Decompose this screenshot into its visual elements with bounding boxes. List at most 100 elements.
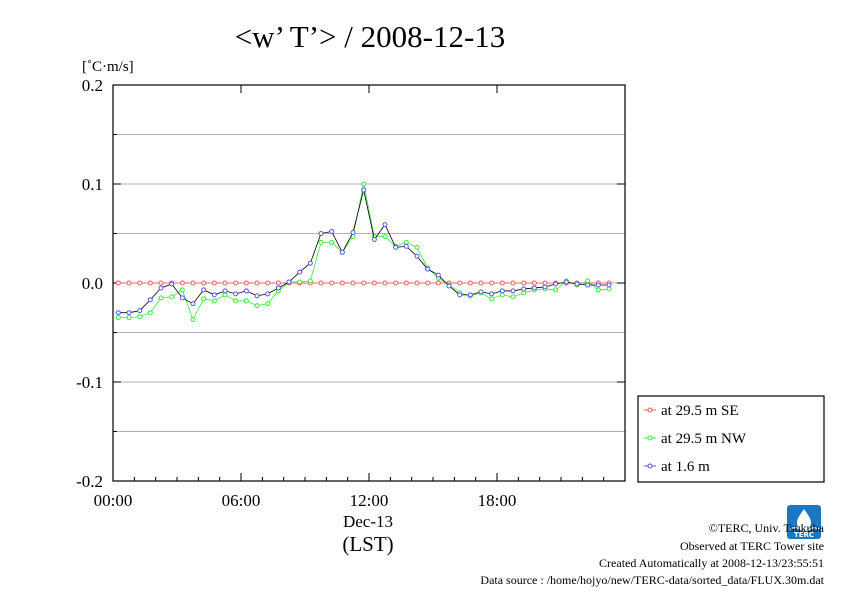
data-point	[222, 280, 228, 286]
data-point	[179, 280, 185, 286]
legend-swatch-marker	[647, 435, 653, 441]
legend-entry-label: at 29.5 m NW	[661, 431, 747, 447]
y-tick-label: 0.1	[82, 175, 103, 194]
data-point	[393, 244, 399, 250]
data-point	[286, 279, 292, 285]
data-point	[478, 280, 484, 286]
data-point	[499, 288, 505, 294]
data-point	[265, 291, 271, 297]
x-ticks: 00:00 06:00 12:00 18:00	[94, 85, 605, 510]
data-point	[510, 294, 516, 300]
data-point	[542, 284, 548, 290]
data-point	[361, 181, 367, 187]
y-tick-label: -0.1	[76, 373, 103, 392]
data-point	[126, 280, 132, 286]
data-point	[585, 278, 591, 284]
data-point	[126, 310, 132, 316]
series-1	[115, 280, 612, 286]
data-point	[115, 280, 121, 286]
data-point	[318, 231, 324, 236]
legend-swatch-marker	[647, 463, 653, 469]
data-point	[307, 260, 313, 266]
data-point	[329, 229, 335, 235]
data-point	[275, 285, 281, 291]
data-point	[382, 280, 388, 286]
data-point	[457, 280, 463, 286]
data-point	[467, 292, 473, 298]
data-point	[531, 280, 537, 286]
terc-logo: TERC	[786, 504, 822, 540]
data-point	[489, 280, 495, 286]
svg-text:TERC: TERC	[794, 531, 814, 539]
series-line	[118, 183, 610, 321]
data-point	[339, 249, 345, 255]
footer-created: Created Automatically at 2008-12-13/23:5…	[599, 556, 824, 570]
data-point	[382, 222, 388, 228]
footer-observed: Observed at TERC Tower site	[679, 539, 824, 553]
y-tick-label: 0.2	[82, 76, 103, 95]
data-point	[275, 280, 281, 286]
x-axis-date-label: Dec-13	[343, 512, 393, 531]
data-point	[457, 292, 463, 298]
data-point	[446, 283, 452, 289]
data-point	[115, 310, 121, 316]
legend-entry-label: at 29.5 m SE	[661, 403, 739, 419]
data-point	[318, 239, 324, 245]
data-point	[382, 233, 388, 239]
data-point	[147, 280, 153, 286]
data-point	[137, 280, 143, 286]
data-point	[233, 280, 239, 286]
data-point	[137, 314, 143, 320]
data-point	[510, 280, 516, 286]
legend: at 29.5 m SE at 29.5 m NW at 1.6 m	[637, 395, 825, 483]
data-point	[201, 296, 207, 302]
data-point	[201, 280, 207, 286]
data-point	[254, 280, 260, 286]
data-point	[414, 244, 420, 250]
data-point	[521, 286, 527, 292]
data-point	[403, 243, 409, 249]
data-point	[190, 301, 196, 307]
data-point	[585, 282, 591, 288]
data-point	[606, 282, 612, 288]
data-point	[553, 287, 559, 293]
data-point	[265, 280, 271, 286]
data-point	[243, 298, 249, 304]
data-point	[435, 272, 441, 278]
legend-box	[637, 395, 825, 483]
data-point	[371, 236, 377, 242]
footer-copyright: ©TERC, Univ. Tsukuba	[708, 521, 824, 535]
data-point	[254, 303, 260, 309]
y-ticks: 0.2 0.1 0.0 -0.1 -0.2	[76, 76, 625, 491]
data-point	[169, 281, 175, 287]
data-point	[169, 294, 175, 300]
data-point	[510, 288, 516, 294]
data-point	[243, 288, 249, 294]
data-point	[115, 315, 121, 321]
data-point	[361, 280, 367, 286]
data-point	[307, 278, 313, 284]
data-point	[297, 269, 303, 275]
data-point	[201, 287, 207, 293]
data-point	[147, 310, 153, 316]
legend-entry-label: at 1.6 m	[661, 459, 710, 475]
x-tick-label: 06:00	[222, 491, 261, 510]
data-point	[595, 287, 601, 293]
data-point	[222, 292, 228, 298]
y-tick-label: 0.0	[82, 274, 103, 293]
data-point	[425, 266, 431, 272]
footer-source: Data source : /home/hojyo/new/TERC-data/…	[480, 573, 824, 587]
series-2	[115, 181, 612, 323]
data-point	[403, 280, 409, 286]
data-point	[542, 280, 548, 286]
data-point	[179, 287, 185, 293]
data-point	[158, 280, 164, 286]
data-point	[233, 291, 239, 297]
data-point	[414, 253, 420, 259]
data-point	[211, 292, 217, 298]
data-point	[158, 285, 164, 291]
legend-swatch-marker	[647, 407, 653, 413]
series-3	[115, 187, 612, 316]
data-point	[489, 291, 495, 297]
